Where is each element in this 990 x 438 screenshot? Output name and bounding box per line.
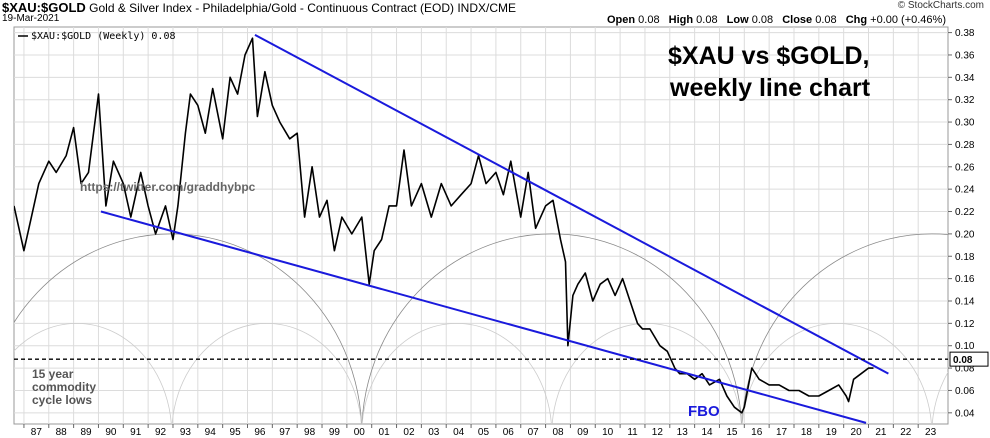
cycle-arc-half [551,323,742,424]
x-tick-label: 08 [552,427,564,438]
x-tick-label: 03 [428,427,440,438]
x-tick-label: 92 [155,427,167,438]
description: Gold & Silver Index - Philadelphia/Gold … [89,1,454,15]
symbol: $XAU:$GOLD [2,0,86,15]
chart-subtitle: weekly line chart [669,74,871,102]
x-tick-label: 21 [875,427,887,438]
x-tick-label: 07 [528,427,540,438]
x-tick-label: 01 [379,427,391,438]
chart-date: 19-Mar-2021 [2,13,60,24]
x-tick-label: 94 [205,427,217,438]
y-tick-label: 0.20 [955,229,975,240]
low-label: Low [726,14,749,26]
y-tick-label: 0.38 [955,28,975,39]
x-tick-label: 11 [627,427,638,438]
cycle-note-line: cycle lows [32,393,92,407]
trendline-upper [254,33,889,375]
plot-layer [14,27,948,424]
x-tick-label: 12 [652,427,664,438]
legend-label: $XAU:$GOLD (Weekly) 0.08 [31,31,176,42]
open-label: Open [606,14,636,26]
y-tick-label: 0.28 [955,140,975,151]
y-tick-label: 0.18 [955,252,975,263]
x-tick-label: 17 [776,427,788,438]
x-tick-label: 04 [453,427,465,438]
x-tick-label: 00 [354,427,366,438]
y-tick-label: 0.36 [955,50,975,61]
source: INDX/CME [457,1,516,15]
chg-label: Chg [845,14,868,26]
chart-header-title: $XAU:$GOLD Gold & Silver Index - Philade… [2,0,516,15]
y-tick-label: 0.04 [955,408,975,419]
cycle-arc-half [741,322,932,424]
x-tick-label: 96 [254,427,266,438]
x-tick-label: 99 [329,427,341,438]
high-label: High [668,14,694,26]
y-tick-label: 0.24 [955,185,975,196]
x-tick-label: 02 [403,427,415,438]
x-tick-label: 19 [826,427,838,438]
chg-value: +0.00 (+0.46%) [870,14,946,26]
low-value: 0.08 [751,14,774,26]
x-tick-label: 91 [130,427,142,438]
x-tick-label: 16 [751,427,763,438]
y-tick-label: 0.08 [955,364,975,375]
y-tick-label: 0.30 [955,118,975,129]
y-tick-label: 0.26 [955,162,975,173]
x-tick-label: 09 [577,427,589,438]
cycle-note-line: 15 year [32,367,74,381]
x-tick-label: 20 [851,427,863,438]
x-tick-label: 87 [31,427,43,438]
y-tick-label: 0.22 [955,207,975,218]
x-tick-label: 13 [677,427,689,438]
chart-title: $XAU vs $GOLD, [668,42,869,70]
y-tick-label: 0.32 [955,95,975,106]
cycle-arc-half [14,322,172,424]
close-label: Close [782,14,813,26]
cycle-note-line: commodity [32,380,96,394]
x-tick-label: 23 [925,427,937,438]
x-tick-label: 05 [478,427,490,438]
y-tick-label: 0.14 [955,296,975,307]
credit: © StockCharts.com [897,0,984,11]
x-tick-label: 90 [105,427,117,438]
trendline-lower [100,210,867,424]
x-tick-label: 18 [801,427,813,438]
y-tick-label: 0.10 [955,341,975,352]
ohlc-readout: Open 0.08 High 0.08 Low 0.08 Close 0.08 … [601,14,946,26]
cycle-arc-half [171,323,362,424]
y-tick-label: 0.16 [955,274,975,285]
x-tick-label: 93 [180,427,192,438]
x-tick-label: 89 [80,427,92,438]
close-value: 0.08 [815,14,837,26]
x-tick-label: 22 [900,427,912,438]
cycle-arc-half [931,372,948,424]
price-series-line [14,37,874,414]
x-tick-label: 98 [304,427,316,438]
last-value-label: 0.08 [953,355,973,366]
cycle-arc [361,233,742,424]
x-tick-label: 95 [230,427,242,438]
x-tick-label: 97 [279,427,291,438]
high-value: 0.08 [696,14,718,26]
cycle-arc-half [361,323,552,424]
x-tick-label: 14 [701,427,713,438]
x-tick-label: 88 [56,427,68,438]
last-value-box [949,351,989,367]
y-tick-label: 0.12 [955,319,975,330]
fbo-label: FBO [688,403,720,420]
x-tick-label: 10 [602,427,614,438]
watermark-url: https://twitter.com/graddhybpc [80,180,256,194]
x-tick-label: 15 [726,427,738,438]
x-tick-label: 06 [503,427,515,438]
y-tick-label: 0.06 [955,386,975,397]
y-tick-label: 0.34 [955,73,975,84]
open-value: 0.08 [638,14,660,26]
